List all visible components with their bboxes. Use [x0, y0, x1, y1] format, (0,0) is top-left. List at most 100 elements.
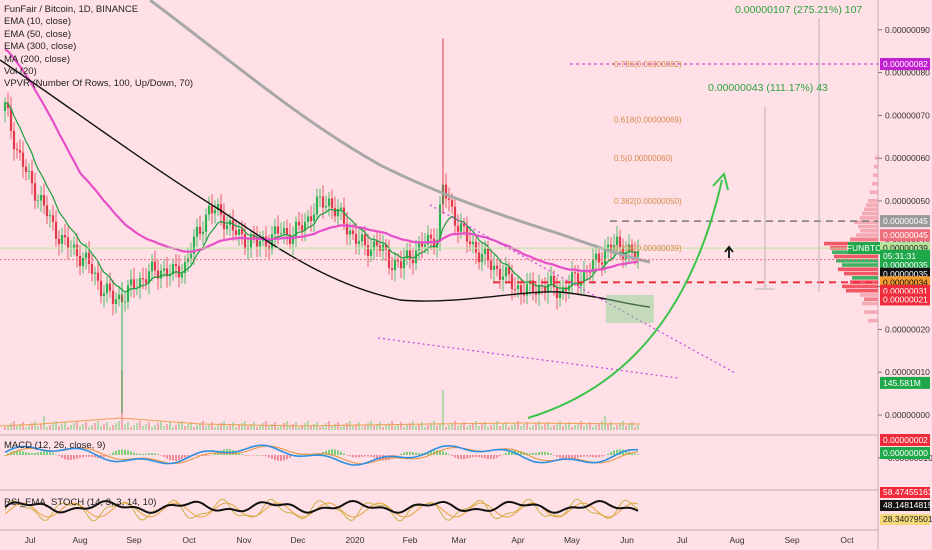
candle-body	[408, 250, 412, 259]
candle-body	[327, 198, 331, 207]
y-tick-label: 0.00000050	[885, 196, 930, 206]
macd-histogram-bar	[550, 453, 552, 455]
macd-histogram-bar	[460, 455, 462, 460]
candle-body	[240, 229, 244, 235]
macd-histogram-bar	[346, 455, 348, 456]
volume-bar	[31, 423, 33, 430]
volume-bar	[583, 426, 585, 430]
candle-body	[297, 221, 301, 226]
candle-body	[636, 251, 640, 257]
macd-histogram-bar	[466, 455, 468, 459]
macd-histogram-bar	[415, 452, 417, 455]
candle-body	[144, 279, 148, 284]
volume-bar	[388, 423, 390, 430]
volume-bar	[91, 425, 93, 430]
volume-bar	[247, 426, 249, 430]
macd-histogram-bar	[352, 455, 354, 458]
candle-body	[207, 205, 211, 215]
macd-histogram-bar	[49, 451, 51, 455]
volume-bar	[175, 425, 177, 430]
macd-histogram-bar	[367, 455, 369, 457]
volume-bar	[157, 423, 159, 430]
macd-value1: 0.00000002	[883, 435, 928, 445]
y-tick-label: 0.00000070	[885, 110, 930, 120]
macd-histogram-bar	[187, 455, 189, 457]
volume-bar	[376, 424, 378, 430]
candle-body	[273, 226, 277, 235]
candle-body	[99, 280, 103, 297]
candle-body	[15, 149, 19, 151]
volume-bar	[475, 421, 477, 430]
volume-bar	[184, 426, 186, 430]
macd-histogram-bar	[199, 455, 201, 456]
candle-body	[198, 226, 202, 234]
volume-bar	[214, 427, 216, 430]
macd-histogram-bar	[421, 453, 423, 455]
candle-body	[522, 293, 526, 296]
volume-bar	[403, 427, 405, 430]
volume-bar	[178, 423, 180, 430]
y-tick-label: 0.00000080	[885, 68, 930, 78]
candle-body	[597, 253, 601, 263]
macd-histogram-bar	[82, 455, 84, 458]
candle-body	[426, 234, 430, 245]
volume-bar	[22, 422, 24, 430]
volume-bar	[4, 427, 6, 430]
macd-histogram-bar	[484, 455, 486, 459]
volume-bar	[241, 423, 243, 430]
x-tick-label: Jun	[620, 535, 634, 545]
macd-histogram-bar	[103, 455, 105, 458]
candle-body	[219, 204, 223, 215]
macd-histogram-bar	[181, 455, 183, 460]
macd-histogram-bar	[454, 455, 456, 458]
volume-bar	[187, 424, 189, 430]
vpvr-bar	[874, 164, 878, 169]
x-tick-label: Aug	[72, 535, 87, 545]
volume-bar	[481, 424, 483, 430]
volume-bar	[124, 424, 126, 430]
macd-histogram-bar	[274, 455, 276, 461]
macd-histogram-bar	[565, 455, 567, 461]
volume-bar	[133, 425, 135, 430]
candle-body	[279, 233, 283, 235]
macd-histogram-bar	[163, 455, 165, 458]
y-tick-label: 0.00000020	[885, 324, 930, 334]
macd-histogram-bar	[55, 454, 57, 456]
vpvr-bar	[864, 207, 878, 212]
volume-bar	[598, 423, 600, 430]
y-tick-label: 0.00000010	[885, 367, 930, 377]
macd-histogram-bar	[430, 451, 432, 455]
candle-body	[618, 236, 622, 248]
macd-histogram-bar	[7, 453, 9, 455]
stoch-d-line	[4, 502, 639, 518]
macd-histogram-bar	[412, 452, 414, 455]
macd-histogram-bar	[547, 452, 549, 455]
price-tag-label: 145.581M	[883, 378, 921, 388]
volume-bar	[271, 424, 273, 430]
candle-body	[237, 229, 241, 235]
macd-histogram-bar	[160, 455, 162, 456]
macd-histogram-bar	[277, 455, 279, 461]
candle-body	[453, 206, 457, 226]
volume-bar	[52, 423, 54, 430]
macd-value2: 0.00000000	[883, 448, 928, 458]
macd-histogram-bar	[427, 452, 429, 455]
volume-bar	[523, 424, 525, 430]
candle-body	[594, 253, 598, 261]
volume-bar	[253, 422, 255, 430]
candle-body	[300, 225, 304, 231]
volume-bar	[607, 424, 609, 430]
macd-histogram-bar	[463, 455, 465, 459]
candle-body	[225, 224, 229, 230]
volume-bar	[493, 423, 495, 430]
volume-bar	[430, 423, 432, 430]
volume-bar	[70, 425, 72, 430]
macd-histogram-bar	[79, 455, 81, 458]
macd-histogram-bar	[418, 453, 420, 455]
candle-body	[525, 283, 529, 296]
candle-body	[348, 230, 352, 235]
candle-body	[249, 235, 253, 248]
x-tick-label: May	[564, 535, 581, 545]
volume-bar	[25, 427, 27, 430]
